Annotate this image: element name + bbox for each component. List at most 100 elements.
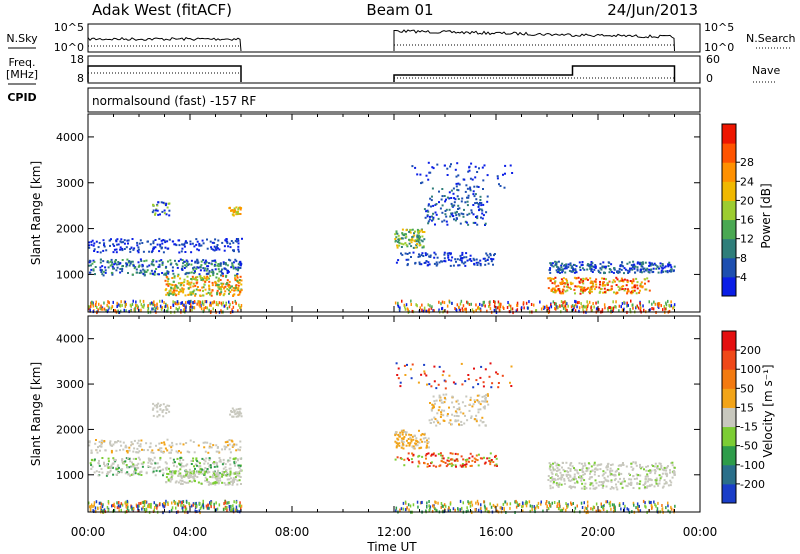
velocity-echo-cell [137, 472, 140, 475]
velocity-echo-cell [481, 416, 484, 419]
power-echo-cell [210, 303, 212, 307]
power-echo-cell [448, 208, 451, 211]
velocity-echo-cell [173, 501, 176, 505]
velocity-echo-cell [665, 469, 668, 472]
velocity-echo-cell [459, 499, 462, 503]
velocity-echo-cell [456, 453, 459, 456]
power-echo-cell [136, 249, 139, 252]
velocity-echo-cell [200, 482, 203, 485]
power-echo-cell [234, 274, 237, 277]
power-echo-cell [503, 186, 506, 189]
velocity-echo-cell [182, 509, 184, 513]
power-echo-cell [120, 300, 122, 304]
colorbar-segment [722, 257, 736, 278]
velocity-echo-cell [240, 506, 242, 510]
power-echo-cell [161, 210, 164, 213]
power-echo-cell [422, 255, 425, 257]
power-echo-cell [206, 306, 208, 310]
velocity-echo-cell [233, 411, 236, 414]
power-echo-cell [228, 280, 231, 283]
power-echo-cell [99, 269, 102, 272]
power-echo-cell [430, 205, 432, 208]
power-echo-cell [168, 238, 171, 241]
velocity-echo-cell [428, 504, 430, 508]
velocity-echo-cell [412, 447, 415, 450]
power-echo-cell [133, 308, 135, 312]
velocity-echo-cell [453, 459, 456, 462]
power-echo-cell [601, 277, 604, 280]
power-echo-cell [226, 279, 229, 282]
power-echo-cell [645, 269, 648, 272]
power-echo-cell [99, 261, 102, 264]
power-echo-cell [427, 204, 430, 207]
power-echo-cell [545, 304, 548, 308]
velocity-echo-cell [581, 506, 584, 509]
velocity-echo-cell [465, 460, 468, 463]
velocity-echo-cell [171, 441, 174, 444]
power-echo-cell [139, 258, 142, 261]
power-echo-cell [418, 244, 421, 247]
velocity-echo-cell [181, 483, 184, 485]
velocity-echo-cell [201, 457, 204, 460]
velocity-echo-cell [209, 501, 211, 505]
power-echo-cell [599, 283, 601, 286]
power-echo-cell [644, 282, 646, 285]
velocity-echo-cell [208, 482, 211, 485]
velocity-echo-cell [162, 504, 164, 508]
velocity-echo-cell [432, 395, 435, 398]
velocity-echo-cell [476, 394, 479, 397]
power-echo-cell [573, 304, 576, 308]
power-echo-cell [511, 172, 514, 174]
power-echo-cell [617, 285, 620, 288]
velocity-echo-cell [406, 439, 408, 442]
velocity-echo-cell [399, 381, 402, 384]
power-echo-cell [209, 240, 212, 243]
velocity-echo-cell [446, 459, 449, 462]
velocity-echo-cell [423, 440, 426, 443]
velocity-echo-cell [399, 508, 401, 512]
power-echo-cell [561, 304, 563, 308]
power-echo-cell [230, 289, 233, 292]
power-echo-cell [237, 266, 240, 269]
power-echo-cell [646, 267, 649, 270]
power-echo-cell [484, 304, 486, 308]
power-echo-cell [420, 182, 422, 185]
power-echo-cell [413, 234, 416, 237]
power-echo-cell [648, 268, 651, 271]
power-echo-cell [636, 304, 638, 308]
velocity-echo-cell [140, 501, 142, 505]
velocity-echo-cell [126, 507, 129, 511]
power-echo-cell [594, 267, 597, 269]
velocity-echo-cell [421, 455, 424, 458]
velocity-echo-cell [484, 461, 487, 464]
velocity-echo-cell [561, 466, 563, 469]
power-echo-cell [460, 212, 463, 215]
power-echo-cell [544, 305, 546, 309]
velocity-echo-cell [597, 475, 600, 477]
power-echo-cell [156, 273, 159, 276]
velocity-echo-cell [237, 509, 239, 513]
power-echo-cell [639, 285, 642, 288]
power-echo-cell [550, 303, 552, 307]
power-echo-cell [215, 248, 218, 251]
velocity-echo-cell [137, 509, 139, 513]
power-echo-cell [172, 287, 175, 290]
power-echo-cell [237, 250, 240, 253]
power-echo-cell [135, 300, 137, 304]
velocity-echo-cell [149, 466, 151, 468]
power-echo-cell [92, 259, 95, 262]
velocity-echo-cell [236, 411, 239, 414]
velocity-echo-cell [165, 499, 167, 503]
power-echo-cell [115, 263, 118, 266]
velocity-echo-cell [451, 464, 454, 466]
velocity-echo-cell [219, 477, 221, 480]
power-echo-cell [461, 253, 464, 256]
power-echo-cell [419, 255, 422, 258]
velocity-echo-cell [625, 465, 628, 468]
power-echo-cell [580, 302, 582, 306]
power-echo-cell [114, 309, 116, 312]
colorbar-tick-label: 12 [740, 233, 754, 246]
velocity-echo-cell [212, 482, 215, 485]
power-echo-cell [562, 288, 565, 291]
power-echo-cell [660, 271, 663, 274]
